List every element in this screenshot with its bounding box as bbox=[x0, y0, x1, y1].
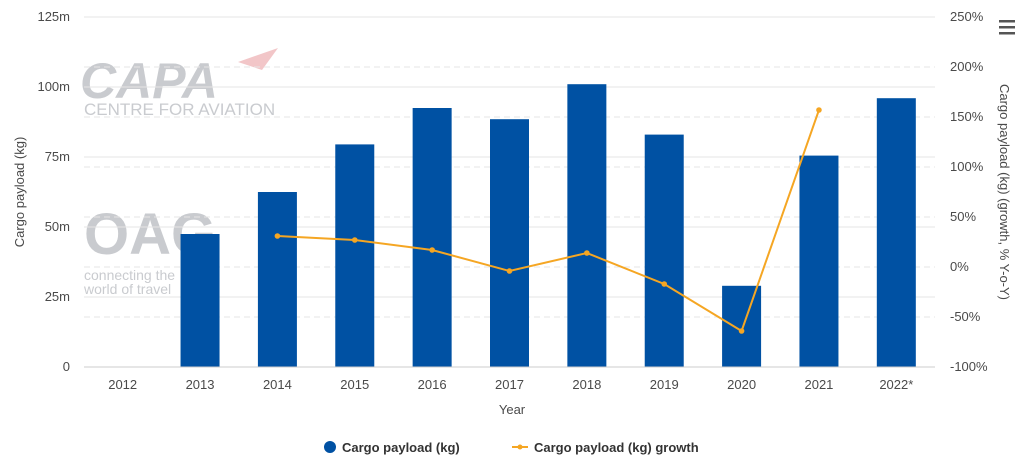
bar[interactable] bbox=[257, 192, 297, 367]
oag-tagline-line1: connecting the bbox=[84, 267, 175, 283]
growth-point[interactable] bbox=[738, 328, 745, 334]
capa-logo: CAPA bbox=[80, 53, 218, 109]
y2-tick-label: 50% bbox=[950, 209, 976, 224]
x-tick-label: 2022* bbox=[879, 377, 913, 392]
capa-subtitle: CENTRE FOR AVIATION bbox=[84, 100, 275, 119]
y-axis-title: Cargo payload (kg) bbox=[12, 137, 27, 248]
y2-axis-title: Cargo payload (kg) (growth, % Y-o-Y) bbox=[997, 84, 1012, 300]
growth-point[interactable] bbox=[351, 237, 358, 243]
line-series bbox=[274, 107, 822, 334]
y-tick-label: 50m bbox=[45, 219, 70, 234]
legend: Cargo payload (kg) Cargo payload (kg) gr… bbox=[324, 440, 699, 455]
bar[interactable] bbox=[876, 98, 916, 367]
capa-swoosh-icon bbox=[238, 48, 278, 70]
legend-item-line[interactable]: Cargo payload (kg) growth bbox=[512, 440, 699, 455]
left-axis-ticks: 0 25m 50m 75m 100m 125m bbox=[37, 9, 70, 374]
x-tick-label: 2014 bbox=[263, 377, 292, 392]
legend-bar-swatch bbox=[324, 441, 336, 453]
bar[interactable] bbox=[644, 134, 684, 367]
legend-bar-label: Cargo payload (kg) bbox=[342, 440, 460, 455]
right-axis-ticks: -100% -50% 0% 50% 100% 150% 200% 250% bbox=[950, 9, 988, 374]
legend-item-bars[interactable]: Cargo payload (kg) bbox=[324, 440, 460, 455]
y2-tick-label: 0% bbox=[950, 259, 969, 274]
growth-point[interactable] bbox=[506, 268, 513, 274]
y-tick-label: 0 bbox=[63, 359, 70, 374]
chart-menu-button[interactable] bbox=[996, 16, 1018, 38]
bar[interactable] bbox=[567, 84, 607, 367]
legend-line-dot bbox=[517, 444, 523, 450]
hamburger-menu-icon bbox=[999, 20, 1015, 35]
y2-tick-label: -50% bbox=[950, 309, 981, 324]
growth-point[interactable] bbox=[816, 107, 822, 113]
growth-point[interactable] bbox=[584, 250, 590, 256]
y2-tick-label: 150% bbox=[950, 109, 984, 124]
x-tick-label: 2020 bbox=[727, 377, 756, 392]
y2-tick-label: 200% bbox=[950, 59, 984, 74]
x-tick-label: 2017 bbox=[495, 377, 524, 392]
y2-tick-label: 250% bbox=[950, 9, 984, 24]
bar-series bbox=[180, 84, 916, 367]
bar[interactable] bbox=[722, 285, 762, 367]
growth-line bbox=[277, 109, 820, 333]
growth-point[interactable] bbox=[661, 281, 668, 287]
bar[interactable] bbox=[799, 155, 839, 367]
x-tick-label: 2021 bbox=[804, 377, 833, 392]
bar[interactable] bbox=[412, 108, 452, 367]
bar[interactable] bbox=[335, 144, 375, 367]
y-tick-label: 100m bbox=[37, 79, 70, 94]
y-tick-label: 25m bbox=[45, 289, 70, 304]
y-tick-label: 75m bbox=[45, 149, 70, 164]
legend-line-label: Cargo payload (kg) growth bbox=[534, 440, 699, 455]
y2-tick-label: -100% bbox=[950, 359, 988, 374]
y-tick-label: 125m bbox=[37, 9, 70, 24]
x-tick-label: 2013 bbox=[186, 377, 215, 392]
x-tick-label: 2016 bbox=[418, 377, 447, 392]
x-tick-label: 2015 bbox=[340, 377, 369, 392]
growth-point[interactable] bbox=[429, 247, 435, 253]
x-axis-title: Year bbox=[499, 402, 526, 417]
x-tick-label: 2012 bbox=[108, 377, 137, 392]
growth-point[interactable] bbox=[274, 233, 281, 239]
bar[interactable] bbox=[180, 234, 220, 367]
oag-tagline-line2: world of travel bbox=[83, 281, 171, 297]
watermark: CAPA CENTRE FOR AVIATION OAG connecting … bbox=[80, 48, 278, 297]
bar[interactable] bbox=[490, 119, 529, 367]
y2-tick-label: 100% bbox=[950, 159, 984, 174]
x-tick-label: 2019 bbox=[650, 377, 679, 392]
x-tick-label: 2018 bbox=[572, 377, 601, 392]
x-axis-ticks: 2012 2013 2014 2015 2016 2017 2018 2019 2020 2021… bbox=[108, 377, 913, 392]
